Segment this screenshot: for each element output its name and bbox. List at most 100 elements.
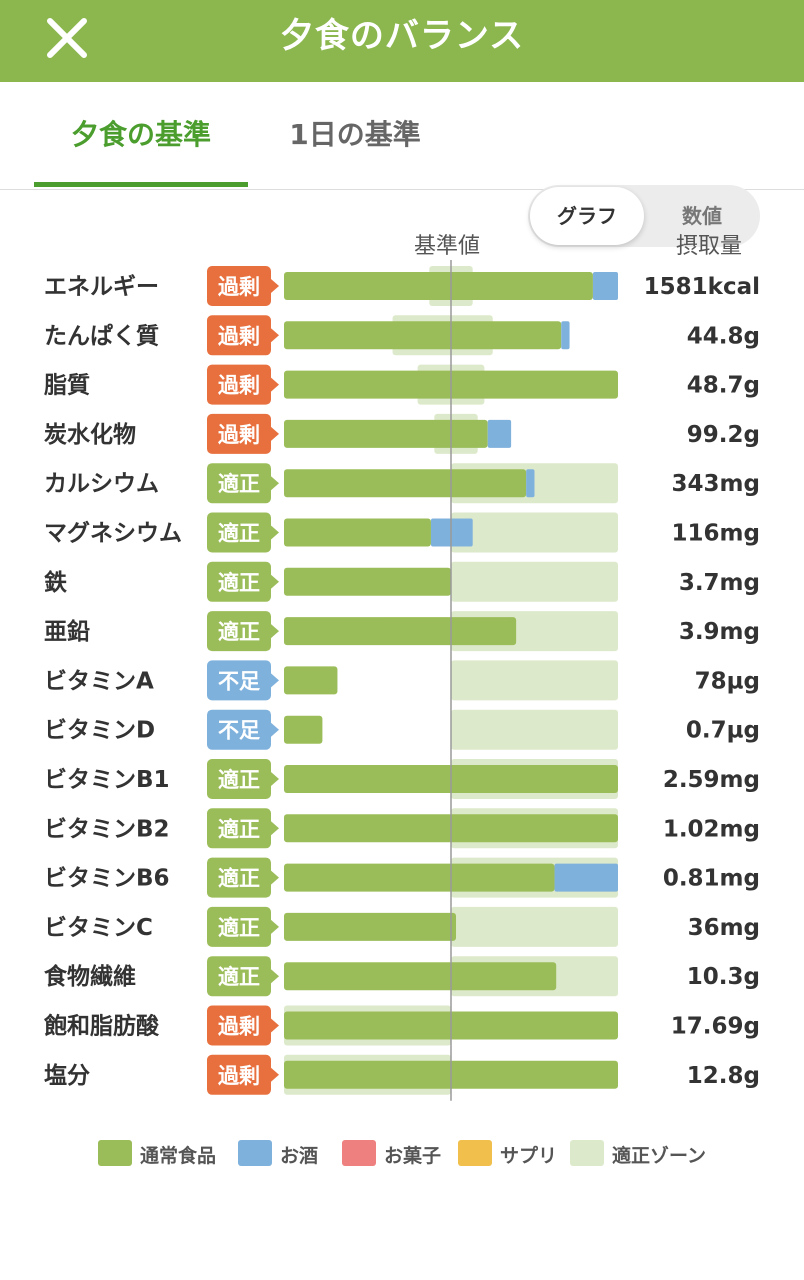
intake-value: 2.59mg [663, 767, 760, 793]
status-badge [207, 808, 271, 849]
status-badge-text: 過剰 [218, 1064, 260, 1088]
legend-label: サプリ [500, 1145, 558, 1167]
column-header-standard: 基準値 [414, 234, 481, 259]
status-badge-pointer [271, 426, 279, 441]
intake-value: 343mg [672, 471, 760, 497]
status-badge-text: 適正 [218, 817, 260, 841]
status-badge-pointer [271, 1018, 279, 1033]
status-badge [207, 364, 271, 405]
status-badge-pointer [271, 772, 279, 786]
nutrient-label: ビタミンB6 [44, 866, 170, 892]
tab-bar: 夕食の基準 1日の基準 グラフ 数値 [0, 82, 804, 247]
food-bar [284, 666, 338, 695]
nutrient-label: たんぱく質 [44, 322, 159, 349]
alcohol-bar [554, 863, 618, 892]
status-badge [207, 1054, 271, 1095]
status-badge [207, 315, 271, 356]
nutrient-label: 食物繊維 [44, 963, 136, 990]
nutrient-label: 飽和脂肪酸 [44, 1013, 160, 1040]
status-badge-pointer [271, 476, 279, 491]
intake-value: 3.7mg [679, 570, 760, 596]
status-badge-text: 適正 [218, 867, 260, 891]
intake-value: 78µg [695, 668, 760, 694]
status-badge-pointer [271, 1067, 279, 1082]
active-tab-indicator [34, 182, 248, 187]
status-badge [207, 1005, 271, 1046]
toggle-number-button[interactable]: 数値 [682, 204, 722, 228]
header-bar: 夕食のバランス [0, 0, 804, 82]
status-badge-text: 不足 [218, 719, 260, 743]
legend-label: 適正ゾーン [612, 1145, 707, 1167]
nutrient-label: 亜鉛 [44, 618, 90, 645]
status-badge-text: 適正 [218, 522, 260, 546]
zone-bar [451, 709, 618, 750]
column-header-intake: 摂取量 [676, 234, 743, 259]
food-bar [284, 567, 451, 596]
nutrient-label: マグネシウム [44, 520, 182, 547]
legend-swatch [98, 1140, 132, 1166]
status-badge [207, 611, 271, 652]
status-badge-pointer [271, 279, 279, 293]
status-badge-pointer [271, 525, 279, 540]
tab-dinner-standard[interactable]: 夕食の基準 [70, 118, 211, 151]
close-icon [47, 18, 87, 58]
nutrient-label: 鉄 [44, 569, 67, 596]
food-bar [284, 518, 431, 547]
food-bar [284, 469, 527, 498]
status-badge [207, 463, 271, 504]
legend-label: お酒 [280, 1145, 319, 1167]
food-bar [284, 272, 593, 300]
status-badge-pointer [271, 574, 279, 589]
intake-value: 10.3g [687, 964, 760, 990]
food-bar [284, 863, 555, 892]
toggle-graph-button[interactable]: グラフ [530, 187, 644, 245]
status-badge-text: 適正 [218, 768, 260, 792]
alcohol-bar [561, 321, 570, 350]
status-badge [207, 956, 271, 997]
status-badge-pointer [271, 673, 279, 688]
intake-value: 0.7µg [686, 718, 760, 744]
page-title: 夕食のバランス [279, 16, 525, 56]
zone-bar [451, 561, 618, 602]
legend-swatch [458, 1140, 492, 1166]
food-bar [284, 419, 488, 448]
legend-swatch [238, 1140, 272, 1166]
food-bar [284, 962, 557, 991]
nutrient-label: 炭水化物 [44, 421, 136, 448]
tab-daily-standard[interactable]: 1日の基準 [289, 118, 421, 151]
view-toggle: グラフ 数値 [528, 185, 760, 247]
alcohol-bar [487, 419, 512, 448]
nutrient-label: エネルギー [44, 274, 159, 300]
intake-value: 99.2g [687, 422, 760, 448]
intake-value: 48.7g [687, 373, 760, 399]
status-badge-text: 適正 [218, 965, 260, 989]
food-bar [284, 912, 457, 941]
intake-value: 116mg [672, 521, 760, 547]
nutrient-label: ビタミンB2 [44, 816, 170, 842]
status-badge-text: 適正 [218, 472, 260, 496]
legend-swatch [570, 1140, 604, 1166]
nutrient-label: ビタミンC [44, 915, 153, 941]
status-badge-pointer [271, 969, 279, 984]
status-badge [207, 857, 271, 898]
status-badge-pointer [271, 377, 279, 392]
nutrient-label: 塩分 [44, 1062, 90, 1089]
status-badge-pointer [271, 722, 279, 737]
zone-bar [451, 512, 618, 553]
status-badge-pointer [271, 624, 279, 639]
status-badge-pointer [271, 870, 279, 885]
zone-bar [451, 906, 618, 947]
legend-swatch [342, 1140, 376, 1166]
status-badge [207, 413, 271, 454]
status-badge-text: 過剰 [218, 275, 260, 299]
status-badge-text: 不足 [218, 669, 260, 693]
intake-value: 17.69g [671, 1014, 760, 1040]
food-bar [284, 617, 517, 646]
intake-value: 0.81mg [663, 866, 760, 892]
status-badge-pointer [271, 328, 279, 343]
food-bar [284, 321, 562, 350]
status-badge-text: 過剰 [218, 1015, 260, 1039]
close-button[interactable] [40, 11, 96, 67]
nutrient-label: 脂質 [44, 373, 90, 399]
